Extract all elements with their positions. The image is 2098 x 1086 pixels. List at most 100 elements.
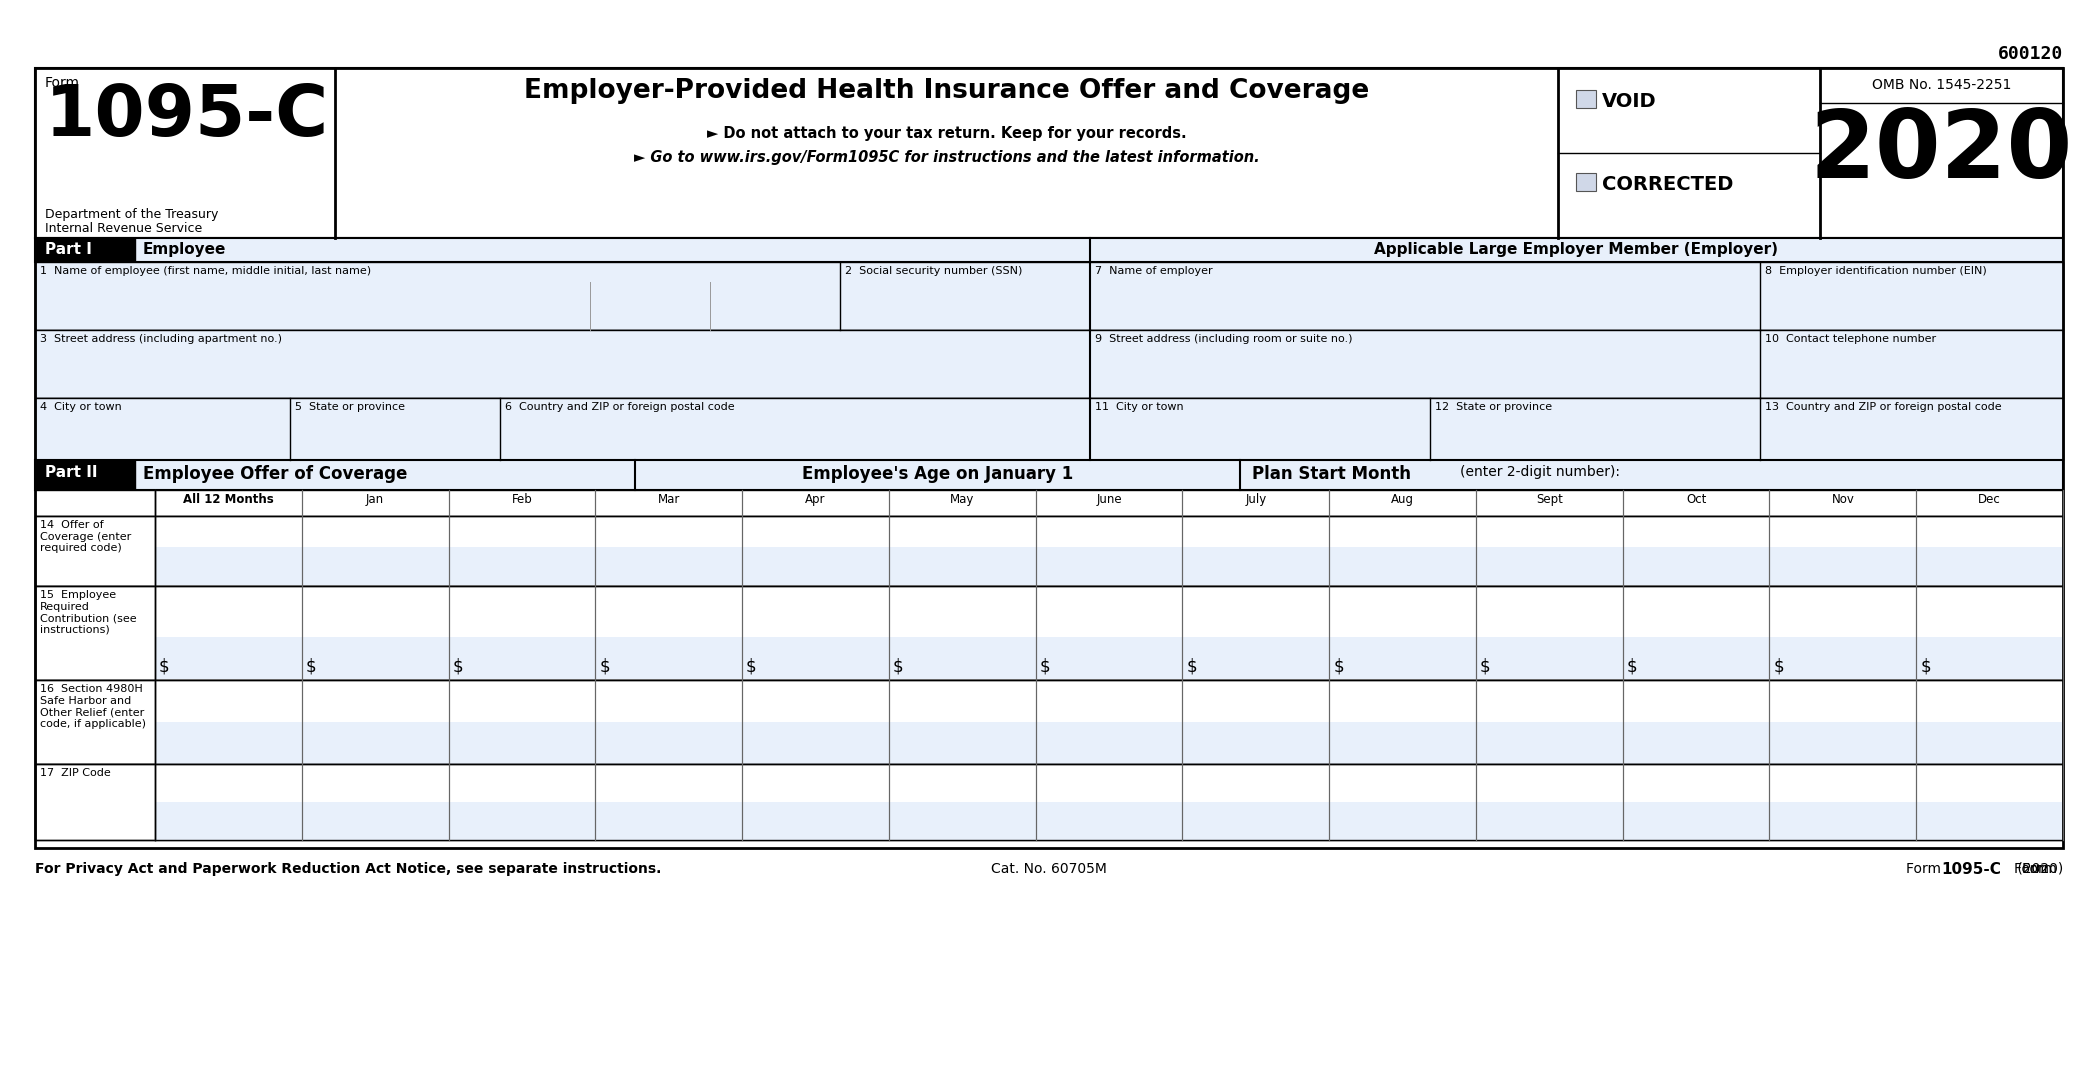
Text: (enter 2-digit number):: (enter 2-digit number): <box>1460 465 1620 479</box>
Text: 3  Street address (including apartment no.): 3 Street address (including apartment no… <box>40 334 281 344</box>
Text: Internal Revenue Service: Internal Revenue Service <box>44 222 201 235</box>
Bar <box>1091 397 1431 460</box>
Bar <box>1760 330 2062 397</box>
Text: $: $ <box>600 658 611 675</box>
Bar <box>36 763 2062 839</box>
Text: Plan Start Month: Plan Start Month <box>1253 465 1412 483</box>
Text: 2  Social security number (SSN): 2 Social security number (SSN) <box>845 266 1022 276</box>
Bar <box>36 680 2062 763</box>
Text: $: $ <box>1626 658 1636 675</box>
Bar <box>839 262 1091 330</box>
Text: 15  Employee
Required
Contribution (see
instructions): 15 Employee Required Contribution (see i… <box>40 590 136 635</box>
Text: 1095-C: 1095-C <box>44 83 329 151</box>
Text: VOID: VOID <box>1603 92 1657 111</box>
Text: $: $ <box>1332 658 1345 675</box>
Bar <box>36 397 2062 460</box>
Bar <box>36 68 2062 848</box>
Text: 600120: 600120 <box>1997 45 2062 63</box>
Text: Jan: Jan <box>365 493 384 506</box>
Text: Employee Offer of Coverage: Employee Offer of Coverage <box>143 465 407 483</box>
Text: $: $ <box>1185 658 1198 675</box>
Text: $: $ <box>1773 658 1783 675</box>
Bar <box>36 516 2062 586</box>
Text: 1095-C: 1095-C <box>1941 862 2001 877</box>
Bar <box>155 547 2062 585</box>
Bar <box>36 330 2062 397</box>
Bar <box>36 262 2062 330</box>
Text: ► Do not attach to your tax return. Keep for your records.: ► Do not attach to your tax return. Keep… <box>707 126 1185 141</box>
Text: Apr: Apr <box>806 493 827 506</box>
Text: 5  State or province: 5 State or province <box>296 402 405 412</box>
Text: Dec: Dec <box>1978 493 2001 506</box>
Bar <box>155 637 2062 679</box>
Text: $: $ <box>747 658 757 675</box>
Text: Form: Form <box>1905 862 1945 876</box>
Text: Mar: Mar <box>657 493 680 506</box>
Bar <box>1760 397 2062 460</box>
Bar <box>1760 262 2062 330</box>
Bar <box>36 490 2062 516</box>
Bar <box>36 68 2062 238</box>
Text: $: $ <box>306 658 317 675</box>
Bar <box>36 330 2062 397</box>
Text: 12  State or province: 12 State or province <box>1435 402 1553 412</box>
Text: 9  Street address (including room or suite no.): 9 Street address (including room or suit… <box>1095 334 1353 344</box>
Bar <box>36 262 839 330</box>
Text: Employer-Provided Health Insurance Offer and Coverage: Employer-Provided Health Insurance Offer… <box>524 78 1370 104</box>
Text: Form: Form <box>2014 862 2054 876</box>
Text: June: June <box>1095 493 1122 506</box>
Text: Form: Form <box>2022 862 2060 876</box>
Text: Part II: Part II <box>44 465 97 480</box>
Text: Form: Form <box>44 76 80 90</box>
Text: May: May <box>950 493 973 506</box>
Text: $: $ <box>453 658 464 675</box>
Text: Aug: Aug <box>1391 493 1414 506</box>
Text: 8  Employer identification number (EIN): 8 Employer identification number (EIN) <box>1764 266 1987 276</box>
Text: All 12 Months: All 12 Months <box>183 493 273 506</box>
Text: 7  Name of employer: 7 Name of employer <box>1095 266 1213 276</box>
Text: Sept: Sept <box>1536 493 1563 506</box>
Bar <box>36 460 134 490</box>
Bar <box>36 763 2062 839</box>
Text: Oct: Oct <box>1687 493 1706 506</box>
Bar <box>1091 262 1760 330</box>
Bar <box>36 586 2062 680</box>
Text: 4  City or town: 4 City or town <box>40 402 122 412</box>
Bar <box>36 330 1091 397</box>
Bar <box>36 516 2062 586</box>
Bar <box>36 586 2062 680</box>
Bar <box>155 722 2062 763</box>
Bar <box>36 262 2062 330</box>
Text: 2020: 2020 <box>1811 106 2073 198</box>
Bar <box>1576 173 1597 191</box>
Bar <box>499 397 1091 460</box>
Bar <box>36 397 2062 460</box>
Text: 6  Country and ZIP or foreign postal code: 6 Country and ZIP or foreign postal code <box>506 402 734 412</box>
Text: $: $ <box>894 658 904 675</box>
Bar <box>290 397 499 460</box>
Text: Department of the Treasury: Department of the Treasury <box>44 209 218 220</box>
Text: 1  Name of employee (first name, middle initial, last name): 1 Name of employee (first name, middle i… <box>40 266 371 276</box>
Text: $: $ <box>1041 658 1051 675</box>
Text: Cat. No. 60705M: Cat. No. 60705M <box>990 862 1108 876</box>
Text: 17  ZIP Code: 17 ZIP Code <box>40 768 111 778</box>
Bar <box>36 680 2062 763</box>
Bar <box>1091 330 1760 397</box>
Text: $: $ <box>1479 658 1490 675</box>
Text: Applicable Large Employer Member (Employer): Applicable Large Employer Member (Employ… <box>1374 242 1779 257</box>
Bar <box>155 801 2062 839</box>
Text: $: $ <box>1920 658 1930 675</box>
Text: 16  Section 4980H
Safe Harbor and
Other Relief (enter
code, if applicable): 16 Section 4980H Safe Harbor and Other R… <box>40 684 147 729</box>
Text: ► Go to www.irs.gov/Form1095C for instructions and the latest information.: ► Go to www.irs.gov/Form1095C for instru… <box>634 150 1259 165</box>
Text: 14  Offer of
Coverage (enter
required code): 14 Offer of Coverage (enter required cod… <box>40 520 132 553</box>
Text: Part I: Part I <box>44 242 92 257</box>
Text: Employee's Age on January 1: Employee's Age on January 1 <box>801 465 1072 483</box>
Text: July: July <box>1244 493 1267 506</box>
Bar <box>1576 90 1597 108</box>
Bar <box>36 238 2062 262</box>
Text: Feb: Feb <box>512 493 533 506</box>
Text: Employee: Employee <box>143 242 227 257</box>
Text: $: $ <box>159 658 170 675</box>
Bar <box>36 397 290 460</box>
Text: 10  Contact telephone number: 10 Contact telephone number <box>1764 334 1936 344</box>
